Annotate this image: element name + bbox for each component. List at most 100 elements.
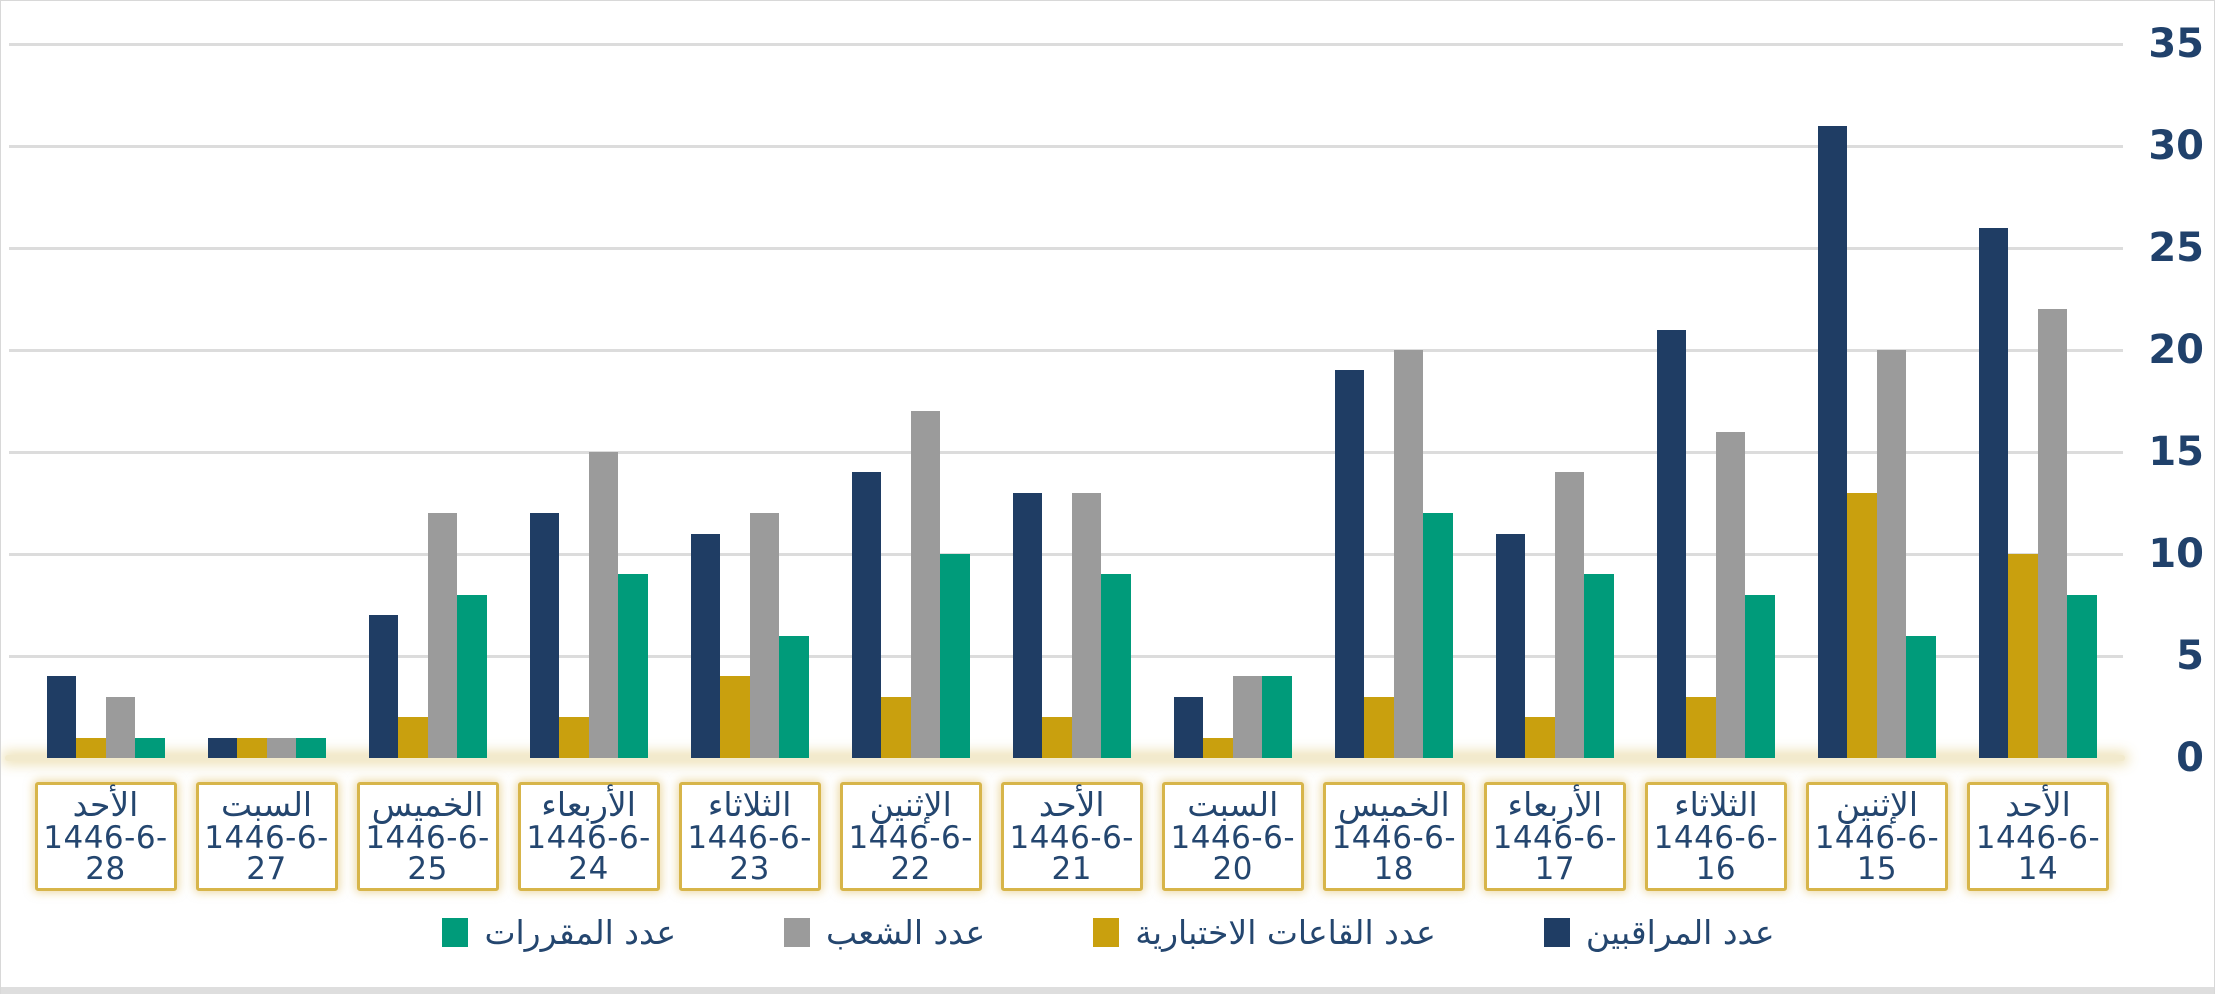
bar-gold-1446-6-25[interactable] xyxy=(398,717,428,758)
bar-navy-1446-6-24[interactable] xyxy=(529,513,560,758)
legend-item-gold[interactable]: عدد القاعات الاختبارية xyxy=(1093,916,1436,949)
bar-group-1446-6-20 xyxy=(1173,1,1292,758)
bar-gold-1446-6-24[interactable] xyxy=(559,717,589,758)
x-axis-baseline xyxy=(5,755,2125,761)
bar-navy-1446-6-22[interactable] xyxy=(851,472,882,758)
bar-navy-1446-6-17[interactable] xyxy=(1495,533,1526,758)
bar-green-1446-6-24[interactable] xyxy=(618,574,648,758)
bar-group-1446-6-17 xyxy=(1495,1,1614,758)
legend-swatch-gray-icon xyxy=(784,918,811,947)
bar-green-1446-6-14[interactable] xyxy=(2067,594,2097,758)
bar-group-1446-6-25 xyxy=(368,1,487,758)
category-day-name: السبت xyxy=(1187,784,1279,824)
bar-gray-1446-6-14[interactable] xyxy=(2037,309,2068,758)
bar-gold-1446-6-21[interactable] xyxy=(1042,717,1072,758)
y-axis-label-10: 10 xyxy=(2148,531,2204,577)
category-date: 1446-6-21 xyxy=(1009,820,1134,888)
bar-green-1446-6-16[interactable] xyxy=(1745,594,1775,758)
y-axis-label-5: 5 xyxy=(2176,633,2204,679)
category-label-box-1446-6-22: الإثنين 1446-6-22 xyxy=(839,782,982,891)
category-day-name: الإثنين xyxy=(869,784,952,824)
bar-group-1446-6-16 xyxy=(1656,1,1775,758)
bar-navy-1446-6-15[interactable] xyxy=(1817,125,1848,758)
bar-green-1446-6-15[interactable] xyxy=(1906,635,1936,758)
gridline-5 xyxy=(9,655,2123,658)
bar-gray-1446-6-23[interactable] xyxy=(749,513,780,758)
category-label-box-1446-6-18: الخميس 1446-6-18 xyxy=(1322,782,1465,891)
legend-item-navy[interactable]: عدد المراقبين xyxy=(1543,916,1775,949)
bottom-edge-strip xyxy=(1,987,2214,994)
legend-item-green[interactable]: عدد المقررات xyxy=(442,916,676,949)
bar-navy-1446-6-23[interactable] xyxy=(690,533,721,758)
bar-gold-1446-6-23[interactable] xyxy=(720,676,750,758)
category-date: 1446-6-18 xyxy=(1331,820,1457,888)
bar-green-1446-6-25[interactable] xyxy=(457,594,487,758)
bar-gold-1446-6-28[interactable] xyxy=(76,737,106,758)
bar-green-1446-6-17[interactable] xyxy=(1584,574,1614,758)
bar-navy-1446-6-18[interactable] xyxy=(1334,370,1365,758)
bar-group-1446-6-21 xyxy=(1012,1,1131,758)
bar-navy-1446-6-21[interactable] xyxy=(1012,492,1043,758)
bar-green-1446-6-18[interactable] xyxy=(1423,513,1453,758)
category-date: 1446-6-16 xyxy=(1653,820,1779,888)
bar-gray-1446-6-18[interactable] xyxy=(1393,350,1424,758)
category-label-box-1446-6-24: الأربعاء 1446-6-24 xyxy=(517,782,660,891)
category-label-box-1446-6-17: الأربعاء 1446-6-17 xyxy=(1483,782,1626,891)
legend-swatch-gold-icon xyxy=(1093,918,1120,947)
gridline-35 xyxy=(9,43,2123,46)
gridline-20 xyxy=(9,349,2123,352)
category-date: 1446-6-17 xyxy=(1492,820,1618,888)
bar-gold-1446-6-16[interactable] xyxy=(1686,696,1716,758)
bar-group-1446-6-24 xyxy=(529,1,648,758)
bar-gray-1446-6-27[interactable] xyxy=(266,737,297,758)
bar-gray-1446-6-21[interactable] xyxy=(1071,492,1102,758)
category-day-name: الثلاثاء xyxy=(1674,784,1758,824)
bar-gold-1446-6-27[interactable] xyxy=(237,737,267,758)
bar-green-1446-6-20[interactable] xyxy=(1262,676,1292,758)
bar-gray-1446-6-28[interactable] xyxy=(105,696,135,758)
bar-gold-1446-6-17[interactable] xyxy=(1525,717,1555,758)
bar-navy-1446-6-27[interactable] xyxy=(207,737,238,758)
category-label-box-1446-6-27: السبت 1446-6-27 xyxy=(195,782,338,891)
bar-group-1446-6-14 xyxy=(1978,1,2097,758)
bar-navy-1446-6-14[interactable] xyxy=(1978,227,2009,758)
bar-navy-1446-6-16[interactable] xyxy=(1656,329,1687,758)
category-date: 1446-6-24 xyxy=(526,820,651,888)
bar-group-1446-6-28 xyxy=(46,1,165,758)
bar-gray-1446-6-15[interactable] xyxy=(1876,350,1907,758)
bar-gold-1446-6-18[interactable] xyxy=(1364,696,1394,758)
bar-gray-1446-6-20[interactable] xyxy=(1232,676,1263,758)
legend-swatch-green-icon xyxy=(442,918,469,947)
chart-legend: عدد المقررات عدد الشعب عدد القاعات الاختبا… xyxy=(1,916,2214,949)
y-axis-label-20: 20 xyxy=(2148,327,2204,373)
bar-gold-1446-6-14[interactable] xyxy=(2008,554,2038,758)
category-label-box-1446-6-20: السبت 1446-6-20 xyxy=(1161,782,1304,891)
bar-green-1446-6-27[interactable] xyxy=(296,737,326,758)
bar-green-1446-6-21[interactable] xyxy=(1101,574,1131,758)
bar-gray-1446-6-22[interactable] xyxy=(910,411,941,758)
bar-navy-1446-6-25[interactable] xyxy=(368,615,399,758)
bar-gold-1446-6-22[interactable] xyxy=(881,696,911,758)
y-axis-label-15: 15 xyxy=(2148,429,2204,475)
legend-item-gray[interactable]: عدد الشعب xyxy=(784,916,985,949)
bar-gray-1446-6-25[interactable] xyxy=(427,513,458,758)
bar-green-1446-6-22[interactable] xyxy=(940,554,970,758)
bar-gold-1446-6-20[interactable] xyxy=(1203,737,1233,758)
bar-green-1446-6-23[interactable] xyxy=(779,635,809,758)
legend-label: عدد القاعات الاختبارية xyxy=(1135,913,1436,952)
legend-label: عدد الشعب xyxy=(826,913,986,952)
bar-gray-1446-6-16[interactable] xyxy=(1715,431,1746,758)
category-day-name: الثلاثاء xyxy=(707,784,792,824)
category-day-name: السبت xyxy=(221,784,313,824)
bar-green-1446-6-28[interactable] xyxy=(135,737,165,758)
bar-gray-1446-6-24[interactable] xyxy=(588,452,619,758)
bar-gray-1446-6-17[interactable] xyxy=(1554,472,1585,758)
category-day-name: الإثنين xyxy=(1835,784,1919,824)
category-date: 1446-6-14 xyxy=(1975,820,2101,888)
bar-gold-1446-6-15[interactable] xyxy=(1847,492,1877,758)
bar-navy-1446-6-28[interactable] xyxy=(46,676,76,758)
category-label-box-1446-6-25: الخميس 1446-6-25 xyxy=(356,782,499,891)
bar-navy-1446-6-20[interactable] xyxy=(1173,696,1204,758)
